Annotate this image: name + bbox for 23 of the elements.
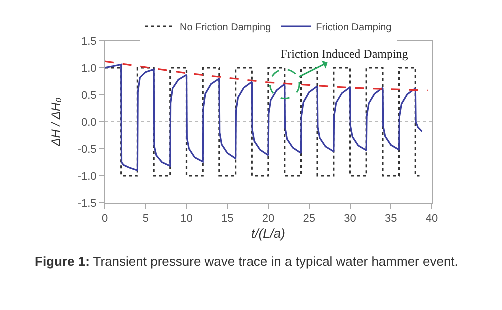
y-tick-label: 1.0 <box>82 62 97 75</box>
y-tick-label: 0.0 <box>82 116 97 129</box>
x-axis-title: t/(L/a) <box>252 226 286 241</box>
y-tick-label: -1.0 <box>78 170 97 183</box>
x-tick-label: 35 <box>385 213 398 226</box>
x-tick-label: 40 <box>426 213 438 226</box>
x-tick-label: 25 <box>303 213 316 226</box>
y-tick-label: 1.5 <box>82 36 97 48</box>
x-tick-label: 20 <box>262 213 275 226</box>
y-tick-label: 0.5 <box>82 90 97 102</box>
line-series <box>105 60 429 92</box>
x-tick-label: 0 <box>102 213 108 226</box>
y-axis-title: ΔH / ΔH₀ <box>49 98 64 148</box>
legend-label: No Friction Damping <box>180 22 272 34</box>
x-tick-label: 10 <box>180 213 193 226</box>
x-tick-label: 5 <box>142 213 149 226</box>
x-tick-label: 30 <box>344 213 356 226</box>
caption: Figure 1: Transient pressure wave trace in a typical water hammer event. <box>35 254 458 269</box>
y-tick-label: -0.5 <box>78 144 97 156</box>
annotation: Friction Induced Damping <box>281 47 408 61</box>
y-tick-label: -1.5 <box>78 198 97 210</box>
x-tick-label: 15 <box>222 213 234 226</box>
legend-label: Friction Damping <box>316 22 392 34</box>
